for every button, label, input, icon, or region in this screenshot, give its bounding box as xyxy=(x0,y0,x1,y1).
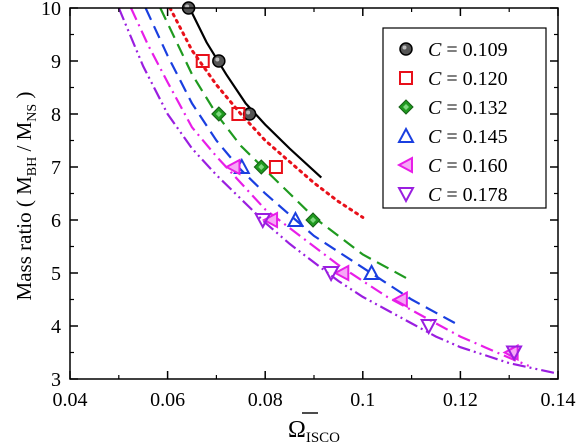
legend-label-2: C = 0.120 xyxy=(428,68,508,90)
x-axis-label-main: Ω xyxy=(288,417,306,443)
legend-label-4: C = 0.145 xyxy=(428,126,508,148)
legend-box xyxy=(382,27,547,209)
x-tick-label: 0.08 xyxy=(248,389,283,411)
y-axis-label-end: ) xyxy=(12,92,36,104)
legend-label-1: C = 0.109 xyxy=(428,39,508,61)
series-5-point-2 xyxy=(261,211,279,229)
x-axis-label: ΩISCO xyxy=(288,417,340,446)
series-6-point-4 xyxy=(505,345,523,362)
y-axis-label-main: Mass ratio ( M xyxy=(12,176,36,301)
x-tick-label: 0.14 xyxy=(541,389,576,411)
y-tick-label: 10 xyxy=(41,0,61,20)
series-6-point-1 xyxy=(254,213,272,230)
x-axis-label-sub: ISCO xyxy=(306,430,340,446)
legend-marker-1 xyxy=(399,42,413,56)
legend-marker-3 xyxy=(398,99,414,115)
y-tick-label: 4 xyxy=(51,316,61,338)
y-tick-label: 8 xyxy=(51,104,61,126)
legend-label-6: C = 0.178 xyxy=(428,184,508,206)
fit-curve-3 xyxy=(159,8,408,280)
y-axis-label-sub-bh: BH xyxy=(25,157,40,176)
legend-marker-6 xyxy=(397,187,415,204)
series-6-point-3 xyxy=(420,319,438,336)
y-tick-label: 9 xyxy=(51,51,61,73)
series-5-point-4 xyxy=(391,290,408,309)
series-2-point-2 xyxy=(231,107,246,121)
x-tick-label: 0.04 xyxy=(53,389,88,411)
series-4-point-2 xyxy=(286,210,305,227)
legend: C = 0.109 C = 0.120 C = 0.132 C = 0.145 C = … xyxy=(382,27,547,209)
fit-curve-5 xyxy=(130,8,530,367)
legend-marker-4 xyxy=(397,126,415,143)
series-2-point-1 xyxy=(195,54,210,68)
x-tick-label: 0.06 xyxy=(150,389,185,411)
legend-label-5: C = 0.160 xyxy=(428,155,508,177)
series-2-point-3 xyxy=(268,160,283,174)
y-tick-label: 6 xyxy=(51,210,61,232)
series-4-point-3 xyxy=(362,263,381,280)
series-3-point-2 xyxy=(253,159,270,175)
x-tick-label: 0.1 xyxy=(350,389,375,411)
y-axis-label-sub-ns: NS xyxy=(25,104,40,122)
y-axis-label-mid: / M xyxy=(12,121,36,156)
x-tick-label: 0.12 xyxy=(443,389,478,411)
legend-label-3: C = 0.132 xyxy=(428,97,508,119)
fit-curve-6 xyxy=(117,8,558,375)
series-3-point-3 xyxy=(305,212,321,228)
series-6-point-2 xyxy=(322,266,340,283)
series-5-point-1 xyxy=(224,158,241,176)
y-tick-label: 3 xyxy=(51,369,61,391)
data-markers xyxy=(181,1,523,362)
fit-curve-2 xyxy=(168,8,365,219)
series-5-point-3 xyxy=(333,264,350,282)
series-1-point-3 xyxy=(242,107,257,121)
series-3-point-1 xyxy=(211,106,227,122)
y-tick-label: 5 xyxy=(51,263,61,285)
y-axis-label: Mass ratio ( MBH / MNS ) xyxy=(12,92,40,301)
legend-marker-2 xyxy=(399,71,413,85)
axes: 0.04 0.06 0.08 0.1 0.12 0.14 3 4 5 6 7 8 9 10 xyxy=(41,0,576,411)
legend-marker-5 xyxy=(396,156,413,174)
fit-curve-1 xyxy=(188,8,323,179)
y-tick-label: 7 xyxy=(51,157,61,179)
series-1-point-2 xyxy=(212,54,226,68)
